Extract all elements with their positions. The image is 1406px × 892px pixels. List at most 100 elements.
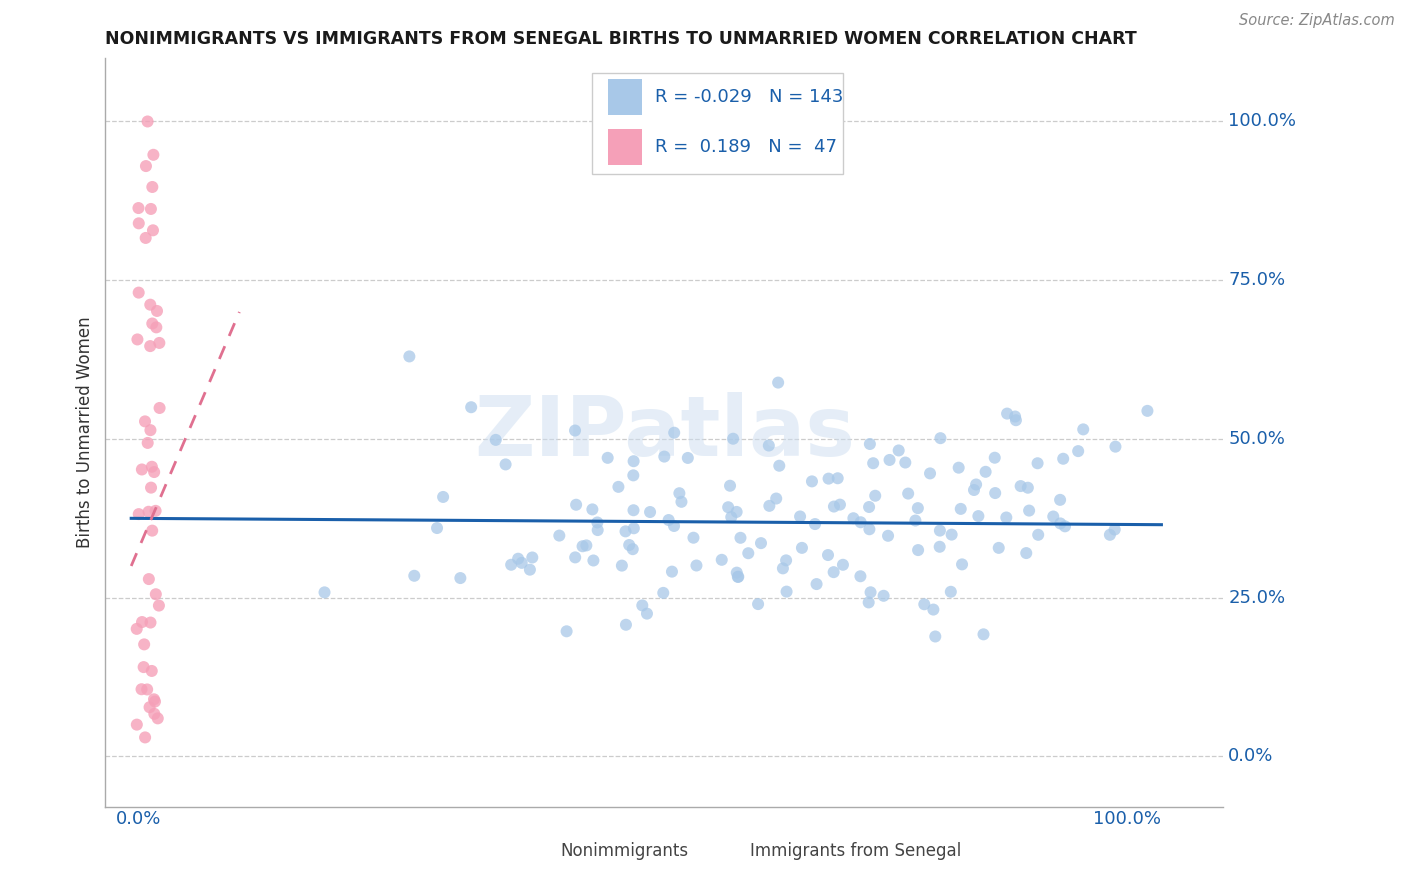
Point bbox=[495, 458, 517, 472]
Point bbox=[948, 460, 970, 475]
Point bbox=[1049, 492, 1071, 507]
Point bbox=[146, 711, 169, 725]
Point bbox=[747, 597, 769, 611]
Point bbox=[858, 522, 880, 536]
Point bbox=[596, 450, 619, 465]
Point bbox=[897, 486, 920, 500]
Point bbox=[135, 159, 157, 173]
Point bbox=[685, 558, 707, 573]
Point bbox=[939, 584, 962, 599]
Point bbox=[586, 523, 609, 537]
Point bbox=[804, 517, 827, 532]
Point bbox=[141, 180, 163, 194]
Y-axis label: Births to Unmarried Women: Births to Unmarried Women bbox=[76, 317, 94, 549]
Point bbox=[828, 498, 851, 512]
Text: NONIMMIGRANTS VS IMMIGRANTS FROM SENEGAL BIRTHS TO UNMARRIED WOMEN CORRELATION C: NONIMMIGRANTS VS IMMIGRANTS FROM SENEGAL… bbox=[105, 30, 1137, 48]
Point bbox=[404, 568, 426, 582]
Point bbox=[1018, 503, 1040, 517]
Point bbox=[1052, 451, 1074, 466]
Point bbox=[141, 524, 163, 538]
Point bbox=[398, 350, 420, 364]
Point bbox=[858, 595, 880, 609]
Point bbox=[134, 414, 156, 428]
Point bbox=[922, 602, 945, 616]
Point bbox=[907, 543, 929, 558]
Point bbox=[581, 502, 603, 516]
Bar bbox=[609, 129, 643, 165]
Point bbox=[631, 599, 654, 613]
Point bbox=[1067, 444, 1090, 458]
Point bbox=[136, 682, 159, 697]
Bar bbox=[609, 78, 643, 114]
Point bbox=[132, 660, 155, 674]
Point bbox=[135, 231, 157, 245]
Point bbox=[139, 339, 162, 353]
Point bbox=[148, 401, 170, 415]
Text: 75.0%: 75.0% bbox=[1229, 271, 1285, 289]
Point bbox=[963, 483, 986, 497]
Point bbox=[138, 700, 160, 714]
Point bbox=[1026, 528, 1049, 542]
Point bbox=[614, 617, 637, 632]
Bar bbox=[524, 839, 550, 863]
Point bbox=[148, 599, 170, 613]
Point bbox=[725, 505, 748, 519]
FancyBboxPatch shape bbox=[592, 73, 844, 174]
Point bbox=[765, 491, 787, 506]
Point bbox=[1005, 413, 1028, 427]
Point bbox=[872, 589, 894, 603]
Point bbox=[718, 479, 741, 493]
Point bbox=[460, 401, 482, 415]
Point bbox=[832, 558, 855, 572]
Point bbox=[145, 504, 167, 518]
Point bbox=[128, 216, 150, 230]
Point bbox=[758, 499, 780, 513]
Point bbox=[449, 571, 471, 585]
Point bbox=[727, 570, 749, 584]
Text: 0.0%: 0.0% bbox=[1229, 747, 1274, 765]
Point bbox=[749, 536, 772, 550]
Point bbox=[143, 706, 166, 721]
Point bbox=[721, 432, 744, 446]
Point bbox=[314, 585, 336, 599]
Point bbox=[623, 503, 645, 517]
Point bbox=[775, 553, 797, 567]
Point bbox=[623, 521, 645, 535]
Point bbox=[887, 443, 910, 458]
Point bbox=[610, 558, 633, 573]
Point bbox=[621, 542, 644, 557]
Point bbox=[571, 539, 593, 553]
Point bbox=[138, 572, 160, 586]
Point bbox=[575, 538, 598, 552]
Point bbox=[758, 438, 780, 452]
Point bbox=[661, 565, 683, 579]
Point bbox=[1053, 519, 1076, 533]
Point bbox=[485, 433, 508, 447]
Point bbox=[555, 624, 578, 639]
Point bbox=[929, 431, 952, 445]
Point bbox=[127, 201, 149, 215]
Point bbox=[134, 731, 156, 745]
Point bbox=[548, 528, 571, 542]
Point bbox=[1004, 409, 1026, 424]
Point bbox=[139, 298, 162, 312]
Point bbox=[671, 495, 693, 509]
Point bbox=[918, 467, 941, 481]
Point bbox=[768, 458, 790, 473]
Point bbox=[138, 505, 160, 519]
Point bbox=[664, 425, 686, 440]
Point bbox=[907, 501, 929, 516]
Point bbox=[143, 465, 166, 479]
Point bbox=[143, 692, 166, 706]
Point bbox=[619, 538, 641, 552]
Point bbox=[143, 694, 166, 708]
Point bbox=[676, 450, 699, 465]
Point bbox=[519, 563, 541, 577]
Point bbox=[725, 566, 748, 580]
Point bbox=[842, 511, 865, 525]
Point bbox=[127, 333, 149, 347]
Point bbox=[142, 223, 165, 237]
Point bbox=[586, 516, 609, 530]
Point bbox=[432, 490, 454, 504]
Point bbox=[950, 558, 973, 572]
